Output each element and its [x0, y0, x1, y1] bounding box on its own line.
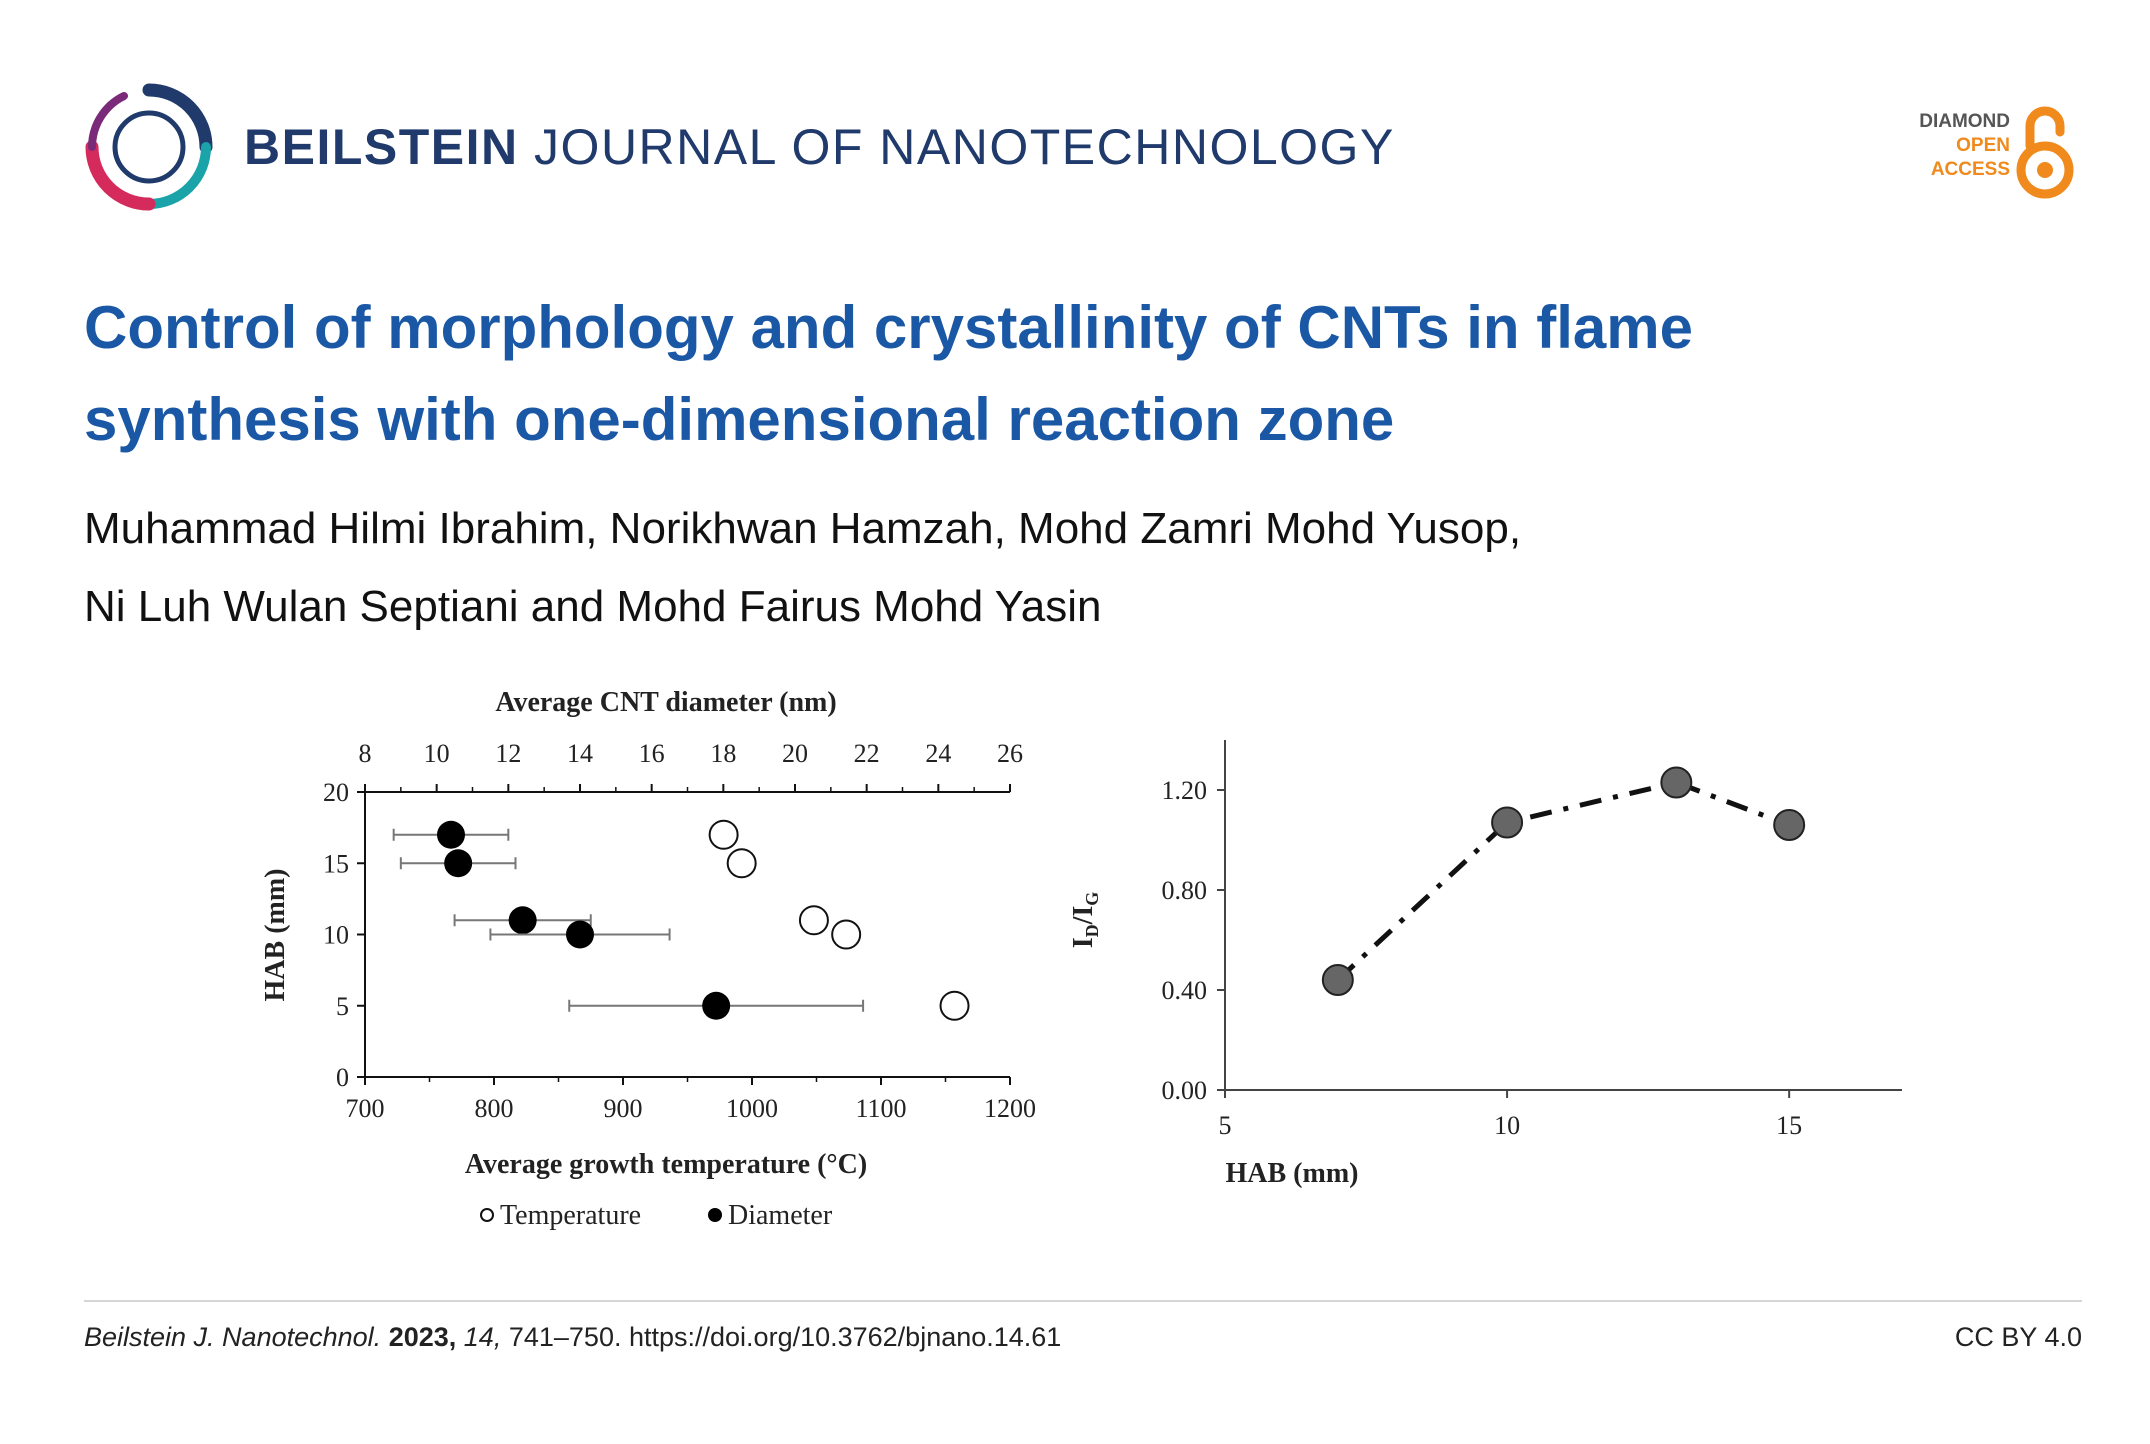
- left-legend: Temperature Diameter: [480, 1200, 833, 1231]
- diameter-point: [702, 991, 731, 1020]
- right-y-axis-label: ID/IG: [1068, 892, 1102, 949]
- id-ig-point: [1773, 809, 1806, 841]
- title-line-1: Control of morphology and crystallinity …: [84, 294, 1693, 361]
- open-access-badge: DIAMOND OPEN ACCESS: [1874, 102, 2074, 212]
- left-y-tick-label: 0: [336, 1063, 349, 1092]
- left-axes: 700 800 900 1000 1100 1200 8 10 12 14 16 18 20 22 24 26…: [323, 739, 1036, 1123]
- diameter-point: [566, 920, 594, 949]
- right-y-tick-label: 0.40: [1162, 976, 1208, 1005]
- citation-footer: Beilstein J. Nanotechnol. 2023, 14, 741–…: [84, 1322, 2082, 1353]
- authors-line-1: Muhammad Hilmi Ibrahim, Norikhwan Hamzah…: [84, 504, 1522, 553]
- diameter-point: [437, 820, 465, 849]
- right-x-tick-label: 15: [1776, 1111, 1802, 1140]
- left-top-tick-label: 12: [495, 739, 521, 768]
- left-x-tick-label: 900: [604, 1094, 643, 1123]
- right-y-tick-label: 0.00: [1162, 1076, 1208, 1105]
- right-series-line: [1336, 779, 1791, 982]
- left-top-tick-label: 8: [359, 739, 372, 768]
- ylabel-sub-g: G: [1082, 892, 1102, 906]
- left-y-tick-label: 10: [323, 921, 349, 950]
- ylabel-i-d: I: [1068, 937, 1099, 948]
- footer-license[interactable]: CC BY 4.0: [1954, 1322, 2082, 1352]
- svg-text:ID/IG: ID/IG: [1068, 892, 1102, 949]
- authors-line-2: Ni Luh Wulan Septiani and Mohd Fairus Mo…: [84, 582, 1102, 631]
- left-top-tick-label: 24: [925, 739, 951, 768]
- diameter-point: [444, 849, 473, 878]
- right-x-tick-label: 5: [1219, 1111, 1232, 1140]
- figure-svg: Average CNT diameter (nm) Average growth…: [260, 687, 1902, 1231]
- author-list: Muhammad Hilmi Ibrahim, Norikhwan Hamzah…: [84, 490, 2044, 646]
- left-y-axis-label: HAB (mm): [260, 869, 291, 1002]
- left-top-tick-label: 22: [854, 739, 880, 768]
- legend-diameter-label: Diameter: [728, 1200, 833, 1231]
- left-top-tick-label: 18: [710, 739, 736, 768]
- ylabel-sep: /I: [1068, 906, 1099, 926]
- left-bottom-axis-label: Average growth temperature (°C): [465, 1149, 867, 1180]
- journal-name-rest: JOURNAL OF NANOTECHNOLOGY: [534, 119, 1395, 175]
- footer-year: 2023,: [388, 1322, 457, 1352]
- beilstein-ring-logo: [85, 83, 213, 211]
- right-x-axis-label: HAB (mm): [1226, 1158, 1359, 1189]
- left-top-tick-label: 20: [782, 739, 808, 768]
- legend-filled-circle-marker: [708, 1208, 722, 1222]
- id-ig-point: [1660, 766, 1693, 799]
- footer-volume: 14,: [463, 1322, 502, 1352]
- footer-divider: [84, 1300, 2082, 1302]
- diameter-point: [508, 906, 537, 935]
- footer-pages: 741–750.: [508, 1322, 622, 1352]
- oa-word-3: ACCESS: [1930, 159, 2010, 180]
- left-top-tick-label: 14: [567, 739, 593, 768]
- left-x-tick-label: 800: [475, 1094, 514, 1123]
- temperature-point: [939, 990, 970, 1021]
- left-top-tick-label: 26: [997, 739, 1023, 768]
- footer-doi-link[interactable]: https://doi.org/10.3762/bjnano.14.61: [628, 1322, 1062, 1352]
- right-x-tick-label: 10: [1494, 1111, 1520, 1140]
- right-points: [1321, 766, 1806, 996]
- legend-open-circle-marker: [480, 1208, 494, 1222]
- temperature-point: [726, 848, 757, 879]
- right-y-tick-label: 1.20: [1162, 776, 1208, 805]
- left-x-tick-label: 1100: [855, 1094, 906, 1123]
- id-ig-point: [1491, 806, 1524, 839]
- left-y-tick-label: 15: [323, 849, 349, 878]
- journal-header: BEILSTEIN JOURNAL OF NANOTECHNOLOGY DIAM…: [84, 82, 2074, 212]
- left-top-tick-label: 10: [424, 739, 450, 768]
- ylabel-sub-d: D: [1082, 924, 1102, 937]
- footer-journal: Beilstein J. Nanotechnol.: [84, 1322, 382, 1352]
- oa-word-1: DIAMOND: [1919, 111, 2010, 132]
- left-x-tick-label: 1200: [984, 1094, 1036, 1123]
- open-lock-icon: [2016, 106, 2074, 199]
- right-y-tick-label: 0.80: [1162, 876, 1208, 905]
- right-axes: 5 10 15 0.00 0.40 0.80 1.20: [1162, 740, 1902, 1140]
- temperature-point: [798, 905, 829, 936]
- id-ig-point: [1321, 964, 1354, 996]
- legend-temperature-label: Temperature: [500, 1200, 641, 1231]
- left-y-tick-label: 20: [323, 778, 349, 807]
- article-title: Control of morphology and crystallinity …: [84, 282, 2044, 466]
- left-top-axis-label: Average CNT diameter (nm): [495, 687, 836, 718]
- graphical-abstract-figure: Average CNT diameter (nm) Average growth…: [240, 680, 1920, 1250]
- temperature-point: [831, 919, 862, 950]
- right-chart: HAB (mm) ID/IG 5 10 15 0.00 0.40 0.80 1.20: [1068, 740, 1902, 1189]
- left-points: [392, 819, 970, 1021]
- title-line-2: synthesis with one-dimensional reaction …: [84, 386, 1395, 453]
- journal-name: BEILSTEIN JOURNAL OF NANOTECHNOLOGY: [244, 118, 1395, 176]
- temperature-point: [708, 819, 739, 850]
- oa-word-2: OPEN: [1956, 135, 2010, 156]
- journal-name-bold: BEILSTEIN: [244, 119, 519, 175]
- left-x-tick-label: 1000: [726, 1094, 778, 1123]
- left-x-tick-label: 700: [346, 1094, 385, 1123]
- id-ig-trend-line: [1336, 779, 1791, 982]
- left-top-tick-label: 16: [639, 739, 665, 768]
- left-chart: Average CNT diameter (nm) Average growth…: [260, 687, 1036, 1231]
- left-y-tick-label: 5: [336, 992, 349, 1021]
